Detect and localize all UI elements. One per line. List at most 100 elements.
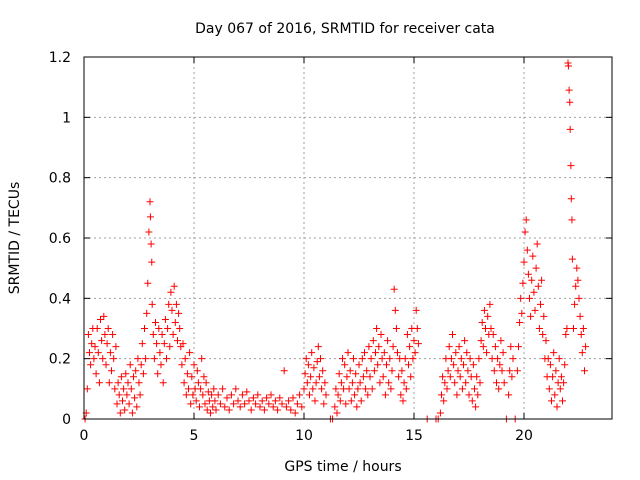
data-point <box>111 385 119 393</box>
data-point <box>342 400 350 408</box>
data-point <box>113 400 121 408</box>
data-point <box>148 300 156 308</box>
data-point <box>351 391 359 399</box>
data-point <box>179 340 187 348</box>
data-point <box>383 361 390 369</box>
data-point <box>127 385 135 393</box>
data-point <box>178 361 186 369</box>
data-point <box>198 355 206 363</box>
data-point <box>350 355 357 363</box>
data-point <box>234 397 242 405</box>
data-point <box>94 349 102 357</box>
data-point <box>97 315 104 323</box>
data-point <box>241 400 249 408</box>
data-point <box>256 403 264 411</box>
data-point <box>183 370 191 378</box>
data-point <box>533 240 541 248</box>
data-point <box>449 331 456 339</box>
data-point <box>497 337 505 345</box>
data-point <box>480 306 488 314</box>
data-point <box>345 385 353 393</box>
data-point <box>378 355 386 363</box>
data-point <box>370 367 378 375</box>
data-point <box>521 228 529 236</box>
data-point <box>438 391 445 399</box>
data-point <box>505 391 513 399</box>
data-point <box>518 309 526 317</box>
data-point <box>182 391 190 399</box>
data-point <box>474 391 482 399</box>
data-point <box>134 355 142 363</box>
data-point <box>566 98 574 106</box>
data-point <box>577 331 585 339</box>
data-point <box>386 355 394 363</box>
data-point <box>278 400 286 408</box>
data-point <box>394 349 401 357</box>
data-point <box>187 400 195 408</box>
data-point <box>334 391 342 399</box>
data-point <box>534 282 542 290</box>
data-point <box>160 340 168 348</box>
data-point <box>301 370 309 378</box>
data-point <box>391 306 399 314</box>
data-point <box>271 397 279 405</box>
data-point <box>561 361 569 369</box>
data-point <box>347 397 355 405</box>
data-point <box>331 403 339 411</box>
data-point <box>574 276 582 284</box>
data-point <box>315 373 323 381</box>
data-point <box>363 367 371 375</box>
data-point <box>560 379 568 387</box>
data-point <box>145 228 153 236</box>
data-point <box>135 379 143 387</box>
data-point <box>318 385 326 393</box>
data-point <box>523 246 531 254</box>
data-point <box>161 315 169 323</box>
data-point <box>126 361 134 369</box>
data-point <box>115 391 123 399</box>
y-tick-label: 1.2 <box>49 50 71 66</box>
data-point <box>319 367 327 375</box>
data-point <box>302 355 310 363</box>
data-point <box>476 379 484 387</box>
data-point <box>124 379 132 387</box>
data-point <box>562 331 570 339</box>
data-point <box>296 391 304 399</box>
data-point <box>483 349 491 357</box>
data-point <box>499 349 507 357</box>
data-point <box>377 331 385 339</box>
data-point <box>403 331 411 339</box>
x-tick-label: 20 <box>515 428 533 444</box>
data-point <box>175 309 183 317</box>
data-point <box>546 361 554 369</box>
data-point <box>557 373 565 381</box>
data-point <box>445 343 453 351</box>
data-point <box>306 391 313 399</box>
data-point <box>132 367 140 375</box>
data-point <box>402 385 410 393</box>
data-point <box>361 349 368 357</box>
data-point <box>212 406 220 414</box>
data-point <box>576 312 584 320</box>
data-point <box>204 388 212 396</box>
data-point <box>568 216 576 224</box>
data-point <box>267 391 275 399</box>
data-point <box>202 379 210 387</box>
data-point <box>372 349 379 357</box>
data-point <box>473 373 481 381</box>
data-point <box>300 385 308 393</box>
data-point <box>452 349 460 357</box>
data-point <box>479 343 487 351</box>
data-point <box>155 325 163 332</box>
data-point <box>549 373 557 381</box>
data-point <box>447 355 455 363</box>
y-axis-title: SRMTID / TECUs <box>7 182 23 295</box>
data-point <box>210 385 218 393</box>
data-point <box>86 349 93 357</box>
data-point <box>92 370 100 378</box>
data-point <box>276 394 284 402</box>
data-point <box>169 331 177 339</box>
data-point <box>527 312 535 320</box>
data-point <box>354 385 362 393</box>
